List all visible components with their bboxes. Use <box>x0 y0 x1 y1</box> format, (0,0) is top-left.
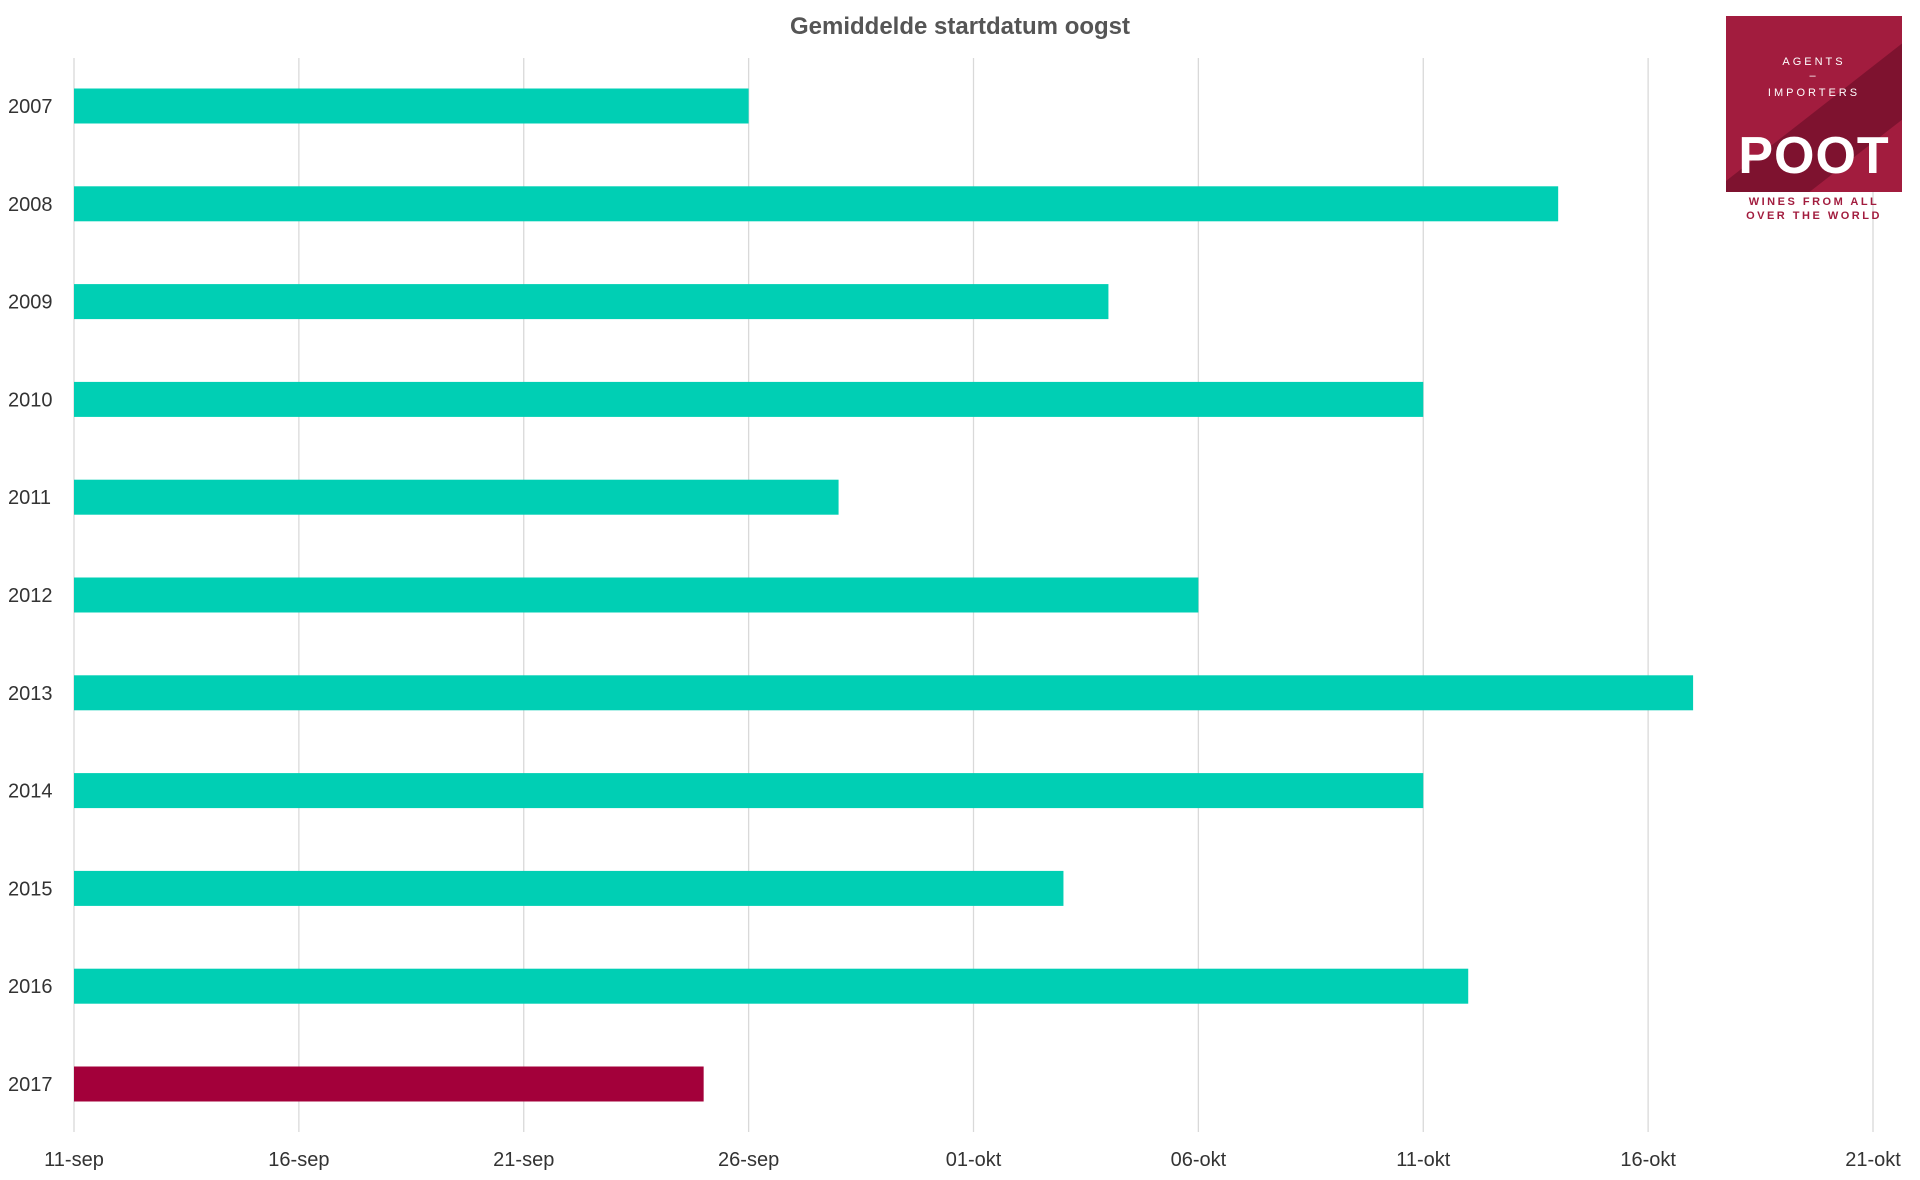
x-tick-label: 26-sep <box>718 1149 779 1171</box>
logo-dash-text: – <box>1809 70 1819 82</box>
category-label: 2017 <box>8 1074 53 1096</box>
category-label: 2015 <box>8 878 53 900</box>
bar-2017 <box>74 1066 704 1102</box>
bar-2012 <box>74 577 1199 613</box>
category-label: 2013 <box>8 683 53 705</box>
category-labels: 2007 2008 2009 2010 2011 2012 2013 2014 2015 2016… <box>8 96 53 1096</box>
bar-2015 <box>74 870 1064 906</box>
bar-2011 <box>74 479 839 515</box>
x-tick-label: 16-sep <box>268 1149 329 1171</box>
logo-tagline-2: OVER THE WORLD <box>1746 210 1882 222</box>
category-label: 2016 <box>8 976 53 998</box>
category-label: 2012 <box>8 585 53 607</box>
category-label: 2007 <box>8 96 53 118</box>
logo-box: AGENTS – IMPORTERS POOT <box>1726 16 1902 192</box>
bar-2010 <box>74 381 1424 417</box>
bar-2009 <box>74 284 1109 320</box>
bar-2007 <box>74 88 749 124</box>
category-label: 2010 <box>8 389 53 411</box>
bar-2008 <box>74 186 1559 222</box>
logo-importers-text: IMPORTERS <box>1767 87 1861 99</box>
poot-logo: AGENTS – IMPORTERS POOT WINES FROM ALL O… <box>1726 16 1902 226</box>
logo-brand-text: POOT <box>1738 127 1890 185</box>
category-label: 2011 <box>8 487 51 509</box>
logo-agents-text: AGENTS <box>1782 56 1846 68</box>
x-tick-label: 16-okt <box>1620 1149 1676 1171</box>
logo-tagline-1: WINES FROM ALL <box>1748 196 1880 208</box>
category-label: 2008 <box>8 194 53 216</box>
x-tick-label: 01-okt <box>946 1149 1002 1171</box>
bars <box>74 88 1694 1102</box>
bar-2016 <box>74 968 1469 1004</box>
x-tick-labels: 11-sep 16-sep 21-sep 26-sep 01-okt 06-okt 11-o… <box>44 1149 1901 1171</box>
x-tick-label: 11-okt <box>1396 1149 1451 1171</box>
x-tick-label: 21-sep <box>493 1149 554 1171</box>
x-tick-label: 11-sep <box>44 1149 104 1171</box>
category-label: 2009 <box>8 292 53 314</box>
category-label: 2014 <box>8 781 53 803</box>
bar-2013 <box>74 675 1694 711</box>
x-tick-label: 06-okt <box>1171 1149 1227 1171</box>
chart-title: Gemiddelde startdatum oogst <box>790 13 1130 40</box>
bar-2014 <box>74 773 1424 809</box>
x-tick-label: 21-okt <box>1845 1149 1901 1171</box>
